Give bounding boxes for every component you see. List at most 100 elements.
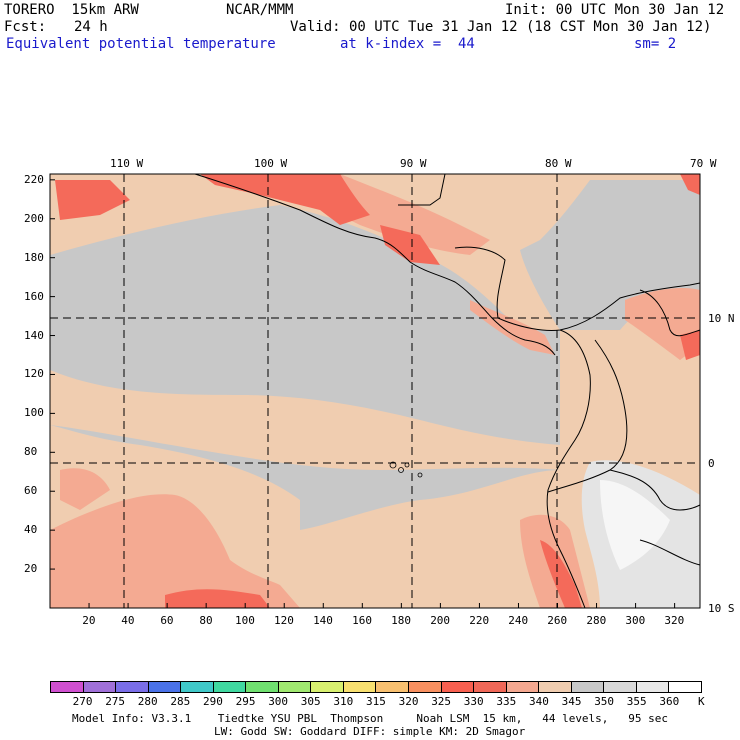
colorbar-swatch <box>116 682 149 692</box>
island <box>389 461 397 469</box>
colorbar-label: 270 <box>72 695 93 708</box>
red-area-north <box>55 180 130 220</box>
valid-time: Valid: 00 UTC Tue 31 Jan 12 (18 CST Mon … <box>290 19 712 35</box>
colorbar-label: 295 <box>235 695 256 708</box>
red-area-venezuela <box>680 330 700 360</box>
x-tick-label: 20 <box>82 614 96 627</box>
lon-label-70w: 70 W <box>690 157 717 170</box>
y-tick-label: 160 <box>24 289 44 303</box>
colorbar-label: 320 <box>398 695 419 708</box>
colorbar-swatch <box>441 682 475 692</box>
lat-lon-grid <box>50 174 700 608</box>
model-info-line2: LW: Godd SW: Goddard DIFF: simple KM: 2D… <box>214 725 526 738</box>
x-tick-label: 60 <box>160 614 174 627</box>
lon-label-80w: 80 W <box>545 157 572 170</box>
x-tick-label: 300 <box>625 614 646 627</box>
map-background <box>50 174 700 608</box>
lon-label-100w: 100 W <box>254 157 288 170</box>
colorbar-swatch <box>213 682 247 692</box>
y-tick-marks <box>50 179 55 570</box>
colorbar <box>50 681 702 693</box>
colorbar-label: 305 <box>300 695 321 708</box>
colorbar-swatch <box>669 682 701 692</box>
center-name: NCAR/MMM <box>226 2 294 18</box>
red-area-mexico <box>200 174 370 225</box>
x-tick-label: 320 <box>664 614 685 627</box>
red-area-coast <box>540 540 582 608</box>
coastline-yucatan <box>398 173 446 206</box>
x-tick-label: 260 <box>547 614 568 627</box>
coastline-south-america-west <box>546 329 591 609</box>
x-tick-label: 40 <box>121 614 135 627</box>
map-frame <box>49 173 701 609</box>
border-andean-east <box>547 339 628 493</box>
island <box>417 472 423 478</box>
colorbar-swatch <box>311 682 344 692</box>
red-area-northeast-corner <box>680 174 700 195</box>
colorbar-label: 350 <box>594 695 615 708</box>
border-peru-brazil <box>609 469 701 511</box>
model-name: TORERO 15km ARW <box>4 2 139 18</box>
coastlines <box>194 173 701 609</box>
lon-label-90w: 90 W <box>400 157 427 170</box>
x-tick-label: 80 <box>199 614 213 627</box>
colorbar-swatch <box>246 682 279 692</box>
x-tick-label: 120 <box>274 614 294 627</box>
colorbar-label: 310 <box>333 695 354 708</box>
red-area-south <box>165 589 270 608</box>
colorbar-swatch <box>474 682 507 692</box>
fcst-value: 24 h <box>74 19 108 35</box>
colorbar-label: 300 <box>268 695 289 708</box>
colorbar-label: 290 <box>203 695 223 708</box>
colorbar-swatch <box>181 682 214 692</box>
colorbar-swatch <box>409 682 442 692</box>
x-tick-label: 160 <box>352 614 372 627</box>
y-tick-label: 100 <box>24 406 44 420</box>
salmon-area-north <box>50 174 490 255</box>
smooth-label: sm= 2 <box>634 36 677 52</box>
lat-label-10s: 10 S <box>708 602 735 615</box>
colorbar-swatch <box>51 682 84 692</box>
x-tick-label: 100 <box>234 614 255 627</box>
x-tick-label: 200 <box>430 614 451 627</box>
colorbar-label: 315 <box>366 695 386 708</box>
colorbar-label: 340 <box>529 695 549 708</box>
colorbar-label: 330 <box>463 695 484 708</box>
field-title: Equivalent potential temperature <box>6 36 276 52</box>
colorbar-label: 335 <box>496 695 517 708</box>
kindex-label: at k-index = 44 <box>340 36 475 52</box>
x-tick-label: 280 <box>586 614 607 627</box>
colorbar-swatch <box>506 682 540 692</box>
init-time: Init: 00 UTC Mon 30 Jan 12 <box>505 2 725 18</box>
colorbar-swatch <box>83 682 117 692</box>
colorbar-swatch <box>278 682 312 692</box>
colorbar-swatch <box>539 682 572 692</box>
colorbar-label: 325 <box>431 695 452 708</box>
y-tick-label: 40 <box>24 523 38 537</box>
coastline-caribbean <box>454 246 701 331</box>
colorbar-label: 345 <box>561 695 582 708</box>
model-info-line1: Model Info: V3.3.1 Tiedtke YSU PBL Thomp… <box>72 712 669 725</box>
red-area-guatemala <box>380 225 440 265</box>
lon-label-110w: 110 W <box>110 157 144 170</box>
lat-label-0: 0 <box>708 457 715 470</box>
x-tick-marks <box>88 603 676 608</box>
x-tick-label: 140 <box>313 614 333 627</box>
y-tick-label: 180 <box>24 250 44 264</box>
y-tick-label: 60 <box>24 484 38 498</box>
y-tick-label: 220 <box>24 172 44 186</box>
colorbar-swatch <box>148 682 182 692</box>
colorbar-swatch <box>376 682 410 692</box>
coastline-venezuela <box>639 289 701 337</box>
beige-band-mid <box>50 370 560 470</box>
x-tick-label: 240 <box>508 614 529 627</box>
fcst-label: Fcst: <box>4 19 47 35</box>
x-tick-label: 180 <box>391 614 412 627</box>
lat-label-10n: 10 N <box>708 312 735 325</box>
galapagos-islands <box>389 461 423 478</box>
colorbar-label: 360 <box>659 695 680 708</box>
colorbar-swatch <box>343 682 377 692</box>
colorbar-label: 355 <box>626 695 647 708</box>
border-bolivia <box>639 539 701 566</box>
